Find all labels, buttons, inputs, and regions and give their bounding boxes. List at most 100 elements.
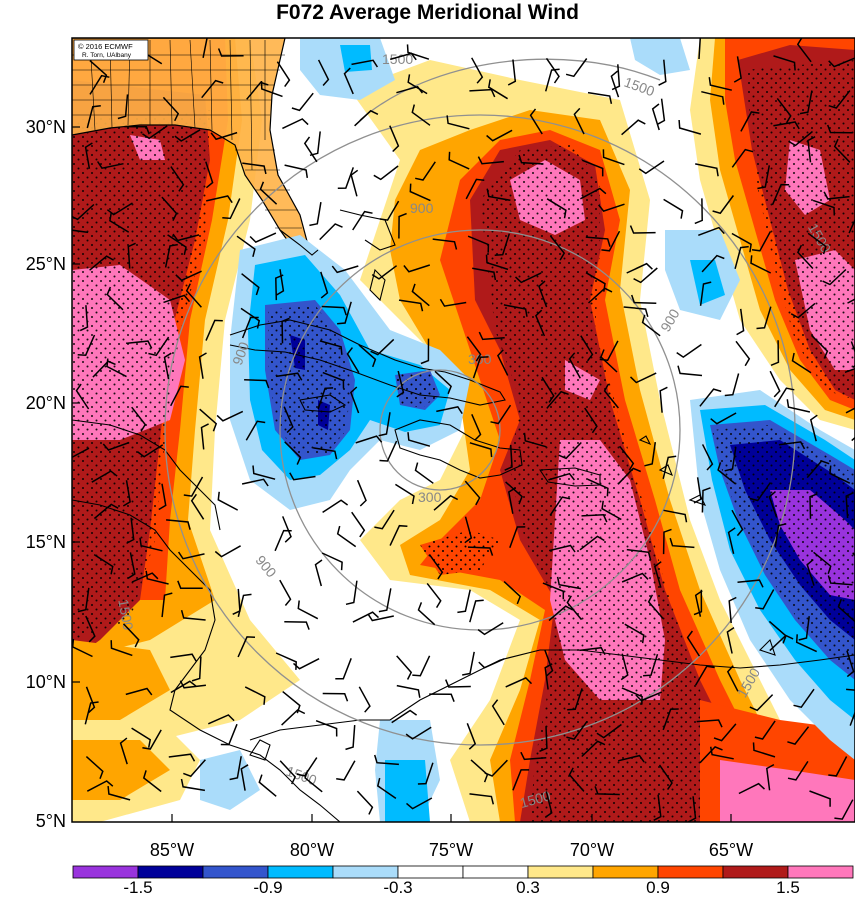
colorbar-swatch [332,865,399,879]
wind-barb [796,38,812,63]
wind-barb [395,483,415,505]
lat-tick-label: 5°N [36,811,66,831]
wind-barb [507,59,517,86]
wind-barb [242,162,267,175]
wind-barb [641,314,661,337]
wind-barb [695,163,719,177]
wind-barb [331,265,359,274]
wind-barb [490,404,512,425]
wind-barb [222,198,241,220]
wind-barb [350,169,359,197]
wind-barb [350,386,360,414]
lat-tick-label: 15°N [26,532,66,552]
wind-barb [769,370,781,398]
wind-barb [102,441,130,451]
wind-barb [568,767,585,792]
wind-barb [281,317,290,344]
positive-wind-east [72,38,855,822]
wind-barb [549,496,571,516]
wind-barb [356,790,374,815]
wind-barb [465,178,485,200]
wind-barb [624,623,645,644]
wind-barb [686,630,701,657]
colorbar-label: -0.9 [253,878,282,897]
wind-barb [284,620,310,630]
wind-barb [580,187,607,200]
wind-barb [448,151,470,170]
wind-barb [558,441,582,460]
credit-line-2: R. Torn, UAlbany [82,52,132,59]
wind-barb [487,79,508,100]
wind-barb [351,511,366,538]
wind-barb [127,242,136,269]
wind-barb [464,480,481,506]
wind-barb [846,688,855,691]
wind-barb [542,582,565,600]
wind-barb [477,156,504,165]
wind-barb [109,212,130,233]
wind-barb [621,119,646,136]
wind-barb [580,335,594,362]
wind-barb [335,658,352,680]
wind-barb [520,751,547,761]
wind-barb [163,352,172,380]
wind-barb [518,154,544,165]
wind-barb [125,687,153,696]
wind-barb [354,109,379,127]
wind-barb [177,551,205,560]
wind-barb [406,797,433,810]
wind-barb [398,299,424,312]
wind-barb [809,493,818,519]
wind-barb [568,352,581,379]
wind-barb [420,338,430,365]
wind-barb [829,465,851,484]
wind-barb [486,188,511,202]
wind-barb [168,753,196,762]
wind-barb [813,551,832,575]
wind-barb [717,462,736,485]
wind-barb [657,98,666,125]
wind-barb [106,358,127,378]
wind-barb [131,727,152,748]
ring-label: 900 [410,200,434,216]
wind-barb [164,243,178,268]
wind-barb [581,514,608,523]
positive-wind-central [350,60,820,822]
wind-barb [376,777,397,800]
wind-barb [738,782,766,795]
colorbar-swatch [397,865,464,879]
wind-barb [373,165,399,181]
wind-barb [202,38,208,58]
wind-barb [373,754,399,766]
wind-barb [626,548,652,561]
wind-barb [731,148,754,168]
wind-barb [610,70,620,98]
wind-barb [283,406,294,434]
wind-barb [556,576,582,590]
wind-barb [786,399,811,413]
wind-barb [72,447,90,459]
wind-barb [793,688,815,709]
wind-barb [170,653,197,662]
wind-barb [701,90,725,105]
wind-barb [467,546,494,556]
wind-barb [751,231,772,252]
wind-barb [731,232,752,253]
wind-barb [822,268,847,286]
wind-barb [291,92,314,112]
wind-barb [749,482,772,502]
wind-barb [293,658,320,670]
lat-tick-label: 25°N [26,254,66,274]
wind-barb [507,487,517,514]
wind-barb [322,371,345,389]
wind-barb [587,287,613,304]
wind-barb [185,283,202,308]
wind-barb [601,500,622,521]
wind-barb [439,298,467,307]
wind-barb [809,790,831,807]
lon-tick-label: 65°W [709,840,753,860]
wind-barb [600,349,618,373]
wind-barb [205,161,214,189]
wind-barb [337,167,355,190]
wind-barb [663,509,688,523]
